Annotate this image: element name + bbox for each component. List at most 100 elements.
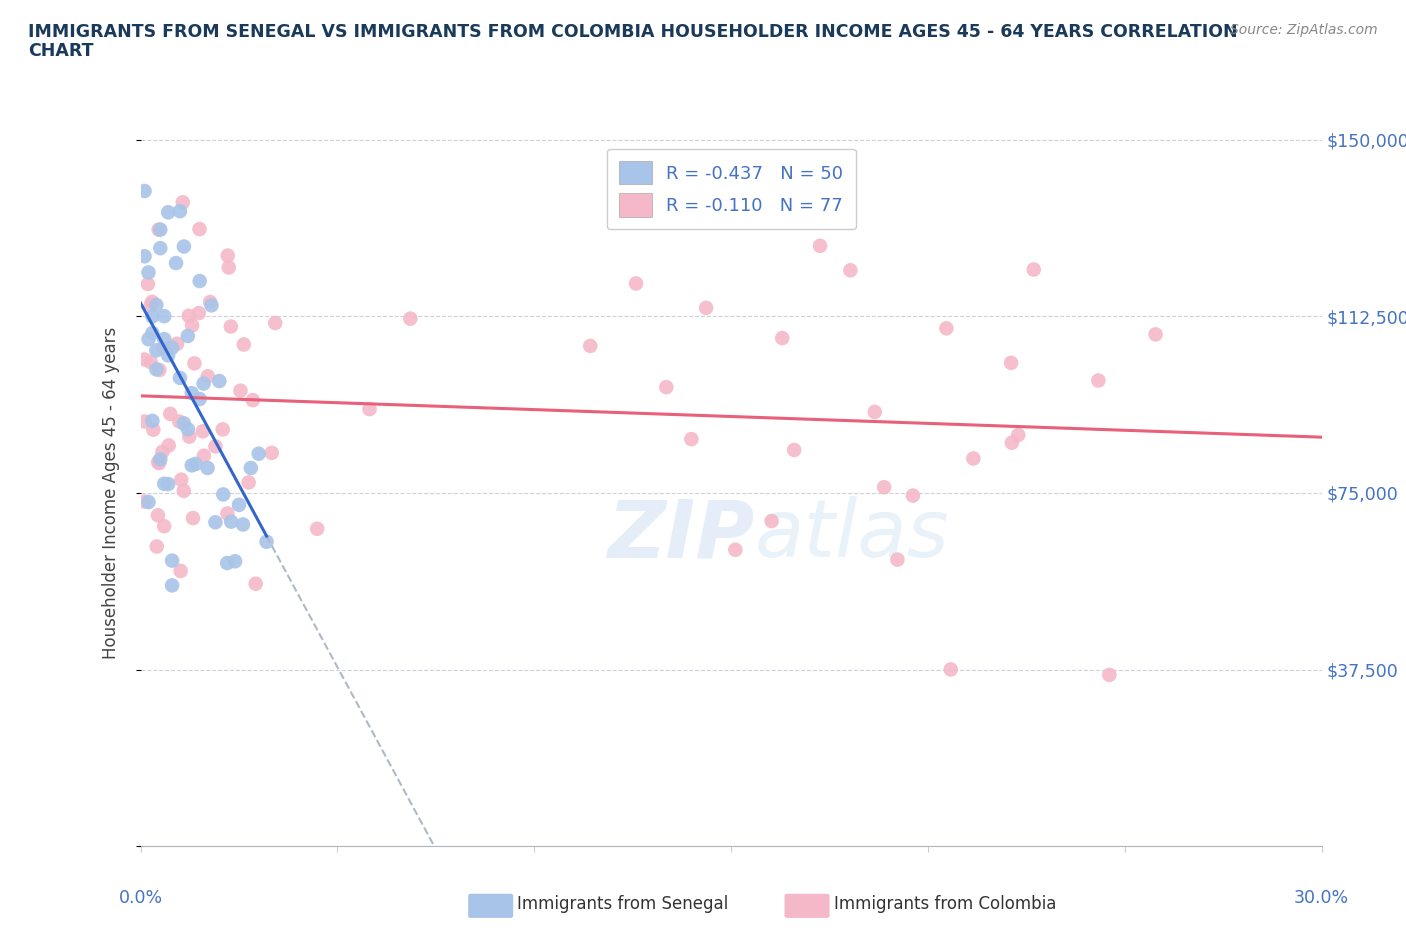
Point	[152, 340, 174, 355]
Text: Source: ZipAtlas.com: Source: ZipAtlas.com	[1230, 23, 1378, 37]
Point	[141, 309, 163, 324]
Point	[153, 476, 176, 491]
Point	[134, 183, 156, 198]
Point	[238, 475, 260, 490]
Point	[359, 402, 381, 417]
Point	[160, 578, 183, 592]
Point	[141, 295, 163, 310]
Point	[217, 248, 239, 263]
Point	[187, 306, 209, 321]
Point	[219, 319, 242, 334]
Point	[169, 564, 191, 578]
Point	[153, 519, 176, 534]
Point	[242, 392, 264, 407]
Text: ZIP: ZIP	[607, 497, 755, 575]
Point	[191, 424, 214, 439]
Point	[141, 414, 163, 429]
Point	[219, 514, 242, 529]
Point	[212, 487, 235, 502]
Point	[229, 383, 252, 398]
Point	[153, 309, 176, 324]
Point	[1144, 327, 1167, 342]
Point	[188, 221, 211, 236]
Point	[1022, 262, 1045, 277]
Point	[177, 309, 200, 324]
Point	[142, 422, 165, 437]
Point	[264, 315, 287, 330]
Point	[183, 356, 205, 371]
Point	[198, 295, 221, 310]
Point	[165, 122, 187, 137]
Point	[962, 451, 984, 466]
Point	[157, 205, 180, 219]
Point	[770, 331, 793, 346]
Point	[193, 376, 215, 391]
Point	[139, 297, 162, 312]
Point	[134, 249, 156, 264]
Legend: R = -0.437   N = 50, R = -0.110   N = 77: R = -0.437 N = 50, R = -0.110 N = 77	[606, 149, 856, 229]
Point	[177, 328, 200, 343]
Point	[579, 339, 602, 353]
Text: 0.0%: 0.0%	[118, 889, 163, 907]
Point	[134, 494, 156, 509]
Y-axis label: Householder Income Ages 45 - 64 years: Householder Income Ages 45 - 64 years	[101, 326, 120, 659]
Point	[138, 495, 160, 510]
Point	[145, 539, 167, 554]
Point	[148, 222, 170, 237]
Point	[724, 542, 747, 557]
Point	[1098, 668, 1121, 683]
Point	[1007, 428, 1029, 443]
Point	[200, 298, 222, 312]
Text: 30.0%: 30.0%	[1294, 889, 1350, 907]
Point	[188, 392, 211, 406]
Point	[166, 337, 188, 352]
Point	[256, 535, 278, 550]
Point	[169, 204, 191, 219]
Point	[165, 256, 187, 271]
Point	[873, 480, 896, 495]
Point	[839, 263, 862, 278]
Point	[197, 369, 219, 384]
Point	[180, 458, 202, 472]
Point	[149, 222, 172, 237]
Point	[170, 472, 193, 487]
Point	[399, 312, 422, 326]
Point	[228, 498, 250, 512]
Point	[157, 438, 180, 453]
Point	[148, 456, 170, 471]
Point	[145, 343, 167, 358]
Point	[141, 326, 163, 340]
Point	[159, 406, 181, 421]
Point	[863, 405, 886, 419]
Point	[188, 273, 211, 288]
Point	[181, 318, 204, 333]
Point	[1000, 355, 1022, 370]
Text: IMMIGRANTS FROM SENEGAL VS IMMIGRANTS FROM COLOMBIA HOUSEHOLDER INCOME AGES 45 -: IMMIGRANTS FROM SENEGAL VS IMMIGRANTS FR…	[28, 23, 1237, 41]
Point	[224, 554, 246, 569]
Point	[217, 555, 239, 570]
Point	[197, 460, 219, 475]
Point	[761, 513, 783, 528]
Point	[211, 422, 233, 437]
Point	[204, 439, 226, 454]
Point	[808, 238, 831, 253]
Point	[173, 416, 195, 431]
Point	[160, 553, 183, 568]
Point	[173, 239, 195, 254]
Point	[1001, 435, 1024, 450]
Point	[783, 443, 806, 458]
Point	[193, 448, 215, 463]
Point	[655, 379, 678, 394]
Point	[245, 577, 267, 591]
Point	[218, 260, 240, 275]
Point	[136, 276, 159, 291]
Text: Immigrants from Colombia: Immigrants from Colombia	[834, 895, 1056, 913]
Point	[148, 455, 170, 470]
Point	[179, 430, 201, 445]
Point	[169, 370, 191, 385]
Point	[624, 276, 647, 291]
Point	[939, 662, 962, 677]
Point	[204, 515, 226, 530]
Text: CHART: CHART	[28, 42, 94, 60]
Point	[157, 348, 180, 363]
